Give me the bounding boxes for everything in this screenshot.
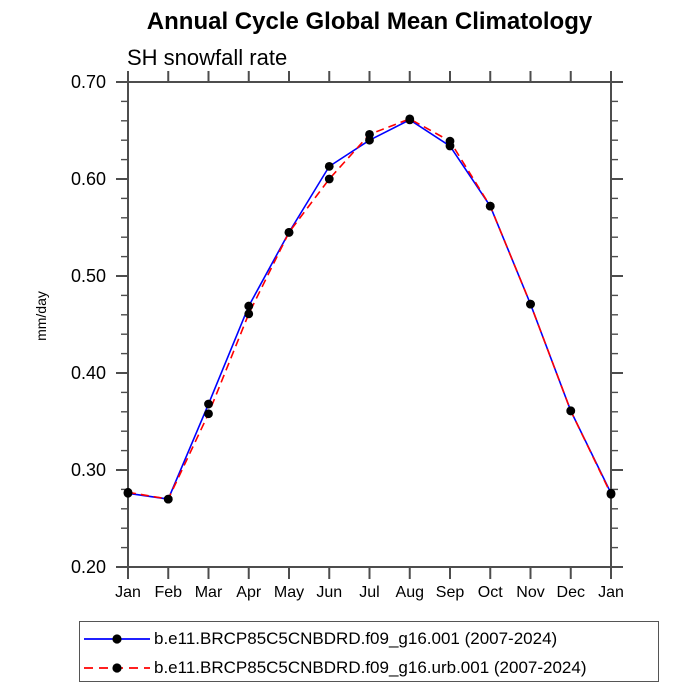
data-point-marker bbox=[204, 399, 213, 409]
legend-sample-marker bbox=[112, 634, 122, 644]
chart-title: Annual Cycle Global Mean Climatology bbox=[146, 8, 593, 35]
data-point-marker bbox=[324, 174, 334, 184]
x-tick-label: Sep bbox=[436, 584, 465, 601]
data-point-marker bbox=[606, 489, 616, 499]
data-point-marker bbox=[244, 301, 254, 311]
y-tick-label: 0.40 bbox=[71, 363, 106, 383]
x-tick-label: May bbox=[274, 584, 304, 601]
legend-sample-marker bbox=[112, 663, 122, 673]
x-tick-label: Feb bbox=[154, 584, 182, 601]
legend-line-dashed-red-icon bbox=[84, 663, 150, 673]
legend-item-urb-001: b.e11.BRCP85C5CNBDRD.f09_g16.urb.001 (20… bbox=[82, 657, 587, 679]
data-point-marker bbox=[445, 136, 455, 146]
legend-box: b.e11.BRCP85C5CNBDRD.f09_g16.001 (2007-2… bbox=[79, 621, 659, 682]
series-line-1 bbox=[127, 117, 612, 500]
x-tick-label: Jul bbox=[359, 584, 379, 601]
y-axis-label: mm/day bbox=[33, 291, 49, 341]
x-tick-label: Apr bbox=[236, 584, 262, 601]
x-tick-label: Dec bbox=[557, 584, 585, 601]
data-point-marker bbox=[365, 129, 374, 139]
data-point-marker bbox=[485, 201, 495, 211]
data-point-marker bbox=[405, 114, 415, 124]
data-point-marker bbox=[204, 409, 213, 419]
data-point-marker bbox=[123, 487, 133, 497]
legend-label-001: b.e11.BRCP85C5CNBDRD.f09_g16.001 (2007-2… bbox=[154, 629, 558, 648]
data-point-marker bbox=[566, 406, 576, 416]
x-tick-label: Mar bbox=[195, 584, 223, 601]
legend-label-urb-001: b.e11.BRCP85C5CNBDRD.f09_g16.urb.001 (20… bbox=[154, 658, 587, 677]
y-tick-label: 0.30 bbox=[71, 460, 106, 480]
data-point-marker bbox=[163, 494, 173, 504]
chart-canvas: 0.20 0.30 0.40 0.50 0.60 0.70 Jan Feb Mar Apr May J… bbox=[33, 71, 624, 601]
y-tick-label: 0.50 bbox=[71, 266, 106, 286]
data-point-marker bbox=[526, 299, 535, 309]
y-tick-label: 0.60 bbox=[71, 169, 106, 189]
data-point-marker bbox=[324, 161, 334, 171]
x-tick-label: Aug bbox=[396, 584, 424, 601]
x-tick-label: Jan bbox=[598, 584, 624, 601]
y-tick-label: 0.20 bbox=[71, 557, 106, 577]
legend-line-solid-blue-icon bbox=[84, 634, 150, 644]
x-tick-label: Oct bbox=[478, 584, 503, 601]
x-tick-label: Jun bbox=[316, 584, 342, 601]
legend-item-001: b.e11.BRCP85C5CNBDRD.f09_g16.001 (2007-2… bbox=[82, 628, 557, 650]
data-point-marker bbox=[284, 227, 294, 237]
series-line-0 bbox=[127, 118, 612, 500]
x-tick-label: Nov bbox=[516, 584, 544, 601]
x-tick-label: Jan bbox=[115, 584, 141, 601]
y-tick-label: 0.70 bbox=[71, 72, 106, 92]
data-point-marker bbox=[244, 309, 254, 319]
chart-subtitle: SH snowfall rate bbox=[127, 45, 288, 70]
